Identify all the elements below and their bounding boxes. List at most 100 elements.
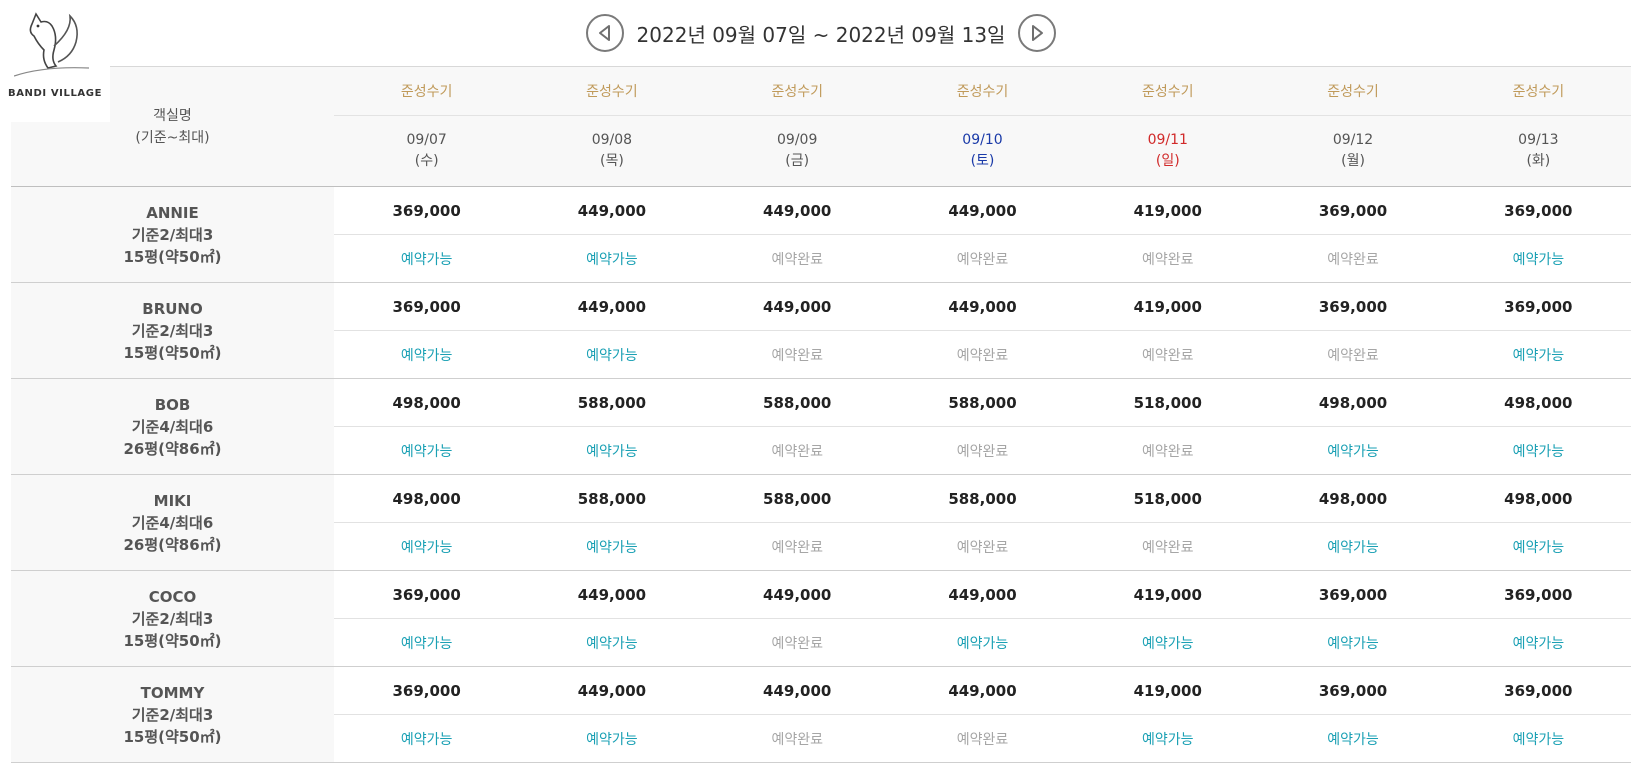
book-available-link[interactable]: 예약가능 (1512, 251, 1565, 268)
room-status-row: 예약가능 예약가능 예약완료 예약가능 예약가능 예약가능 예약가능 (11, 618, 1631, 667)
room-info: MIKI 기준4/최대6 26평(약86㎡) (11, 474, 334, 571)
book-available-link[interactable]: 예약가능 (586, 347, 638, 364)
season-tag: 준성수기 (1075, 66, 1261, 116)
book-available-link[interactable]: 예약가능 (586, 539, 638, 556)
room-price: 449,000 (889, 186, 1076, 235)
book-available-link[interactable]: 예약가능 (1327, 635, 1379, 652)
day-of-week: (월) (1341, 153, 1365, 169)
book-available-link[interactable]: 예약가능 (956, 635, 1009, 652)
status-cell: 예약완료 (889, 330, 1076, 379)
day-date: 09/11 (1147, 132, 1188, 148)
room-name: BRUNO (142, 299, 203, 318)
circle-arrow-left-icon (599, 25, 610, 41)
book-available-link[interactable]: 예약가능 (400, 539, 453, 556)
room-price: 369,000 (1445, 282, 1631, 331)
next-week-button[interactable] (1018, 14, 1056, 52)
room-size: 26평(약86㎡) (123, 535, 222, 554)
status-cell: 예약가능 (519, 330, 705, 379)
book-available-link[interactable]: 예약가능 (1512, 347, 1565, 364)
book-available-link[interactable]: 예약가능 (586, 251, 638, 268)
status-cell: 예약가능 (334, 714, 520, 763)
status-cell: 예약가능 (889, 618, 1076, 667)
book-available-link[interactable]: 예약가능 (400, 635, 453, 652)
room-price: 369,000 (334, 666, 520, 715)
room-price: 369,000 (1260, 570, 1446, 619)
room-price-row: TOMMY 기준2/최대3 15평(약50㎡) 369,000 449,000 449,0… (11, 666, 1631, 763)
date-navigator: 2022년 09월 07일 ~ 2022년 09월 13일 (586, 10, 1056, 56)
room-price: 449,000 (889, 666, 1076, 715)
booked-label: 예약완료 (771, 539, 823, 556)
room-price: 369,000 (1260, 666, 1446, 715)
status-cell: 예약가능 (519, 618, 705, 667)
room-status-row: 예약가능 예약가능 예약완료 예약완료 예약완료 예약완료 예약가능 (11, 234, 1631, 283)
status-cell: 예약가능 (519, 714, 705, 763)
book-available-link[interactable]: 예약가능 (400, 731, 453, 748)
booked-label: 예약완료 (956, 731, 1009, 748)
day-header: 09/08 (목) (519, 115, 705, 187)
day-of-week: (토) (970, 153, 995, 169)
status-cell: 예약가능 (334, 234, 520, 283)
logo-text: BANDI VILLAGE (7, 88, 103, 99)
room-info: ANNIE 기준2/최대3 15평(약50㎡) (11, 186, 334, 283)
status-cell: 예약완료 (704, 426, 890, 475)
room-capacity: 기준2/최대3 (131, 609, 214, 628)
season-tag: 준성수기 (334, 66, 520, 116)
status-cell: 예약완료 (889, 522, 1076, 571)
status-cell: 예약가능 (1445, 234, 1631, 283)
book-available-link[interactable]: 예약가능 (1512, 443, 1565, 460)
day-header: 09/12 (월) (1260, 115, 1446, 187)
status-cell: 예약완료 (889, 234, 1076, 283)
season-tag: 준성수기 (1260, 66, 1446, 116)
room-price: 419,000 (1075, 570, 1261, 619)
room-status-row: 예약가능 예약가능 예약완료 예약완료 예약완료 예약완료 예약가능 (11, 330, 1631, 379)
book-available-link[interactable]: 예약가능 (586, 443, 638, 460)
status-cell: 예약완료 (704, 618, 890, 667)
book-available-link[interactable]: 예약가능 (1512, 731, 1565, 748)
day-of-week: (금) (785, 153, 810, 169)
room-name: TOMMY (140, 683, 205, 702)
book-available-link[interactable]: 예약가능 (400, 443, 453, 460)
room-status-row: 예약가능 예약가능 예약완료 예약완료 예약가능 예약가능 예약가능 (11, 714, 1631, 763)
status-cell: 예약완료 (1260, 330, 1446, 379)
brand-logo[interactable]: BANDI VILLAGE (0, 0, 110, 122)
room-size: 15평(약50㎡) (123, 631, 222, 650)
book-available-link[interactable]: 예약가능 (586, 635, 638, 652)
room-price: 369,000 (1445, 186, 1631, 235)
book-available-link[interactable]: 예약가능 (1327, 443, 1379, 460)
book-available-link[interactable]: 예약가능 (400, 251, 453, 268)
day-of-week: (일) (1155, 153, 1180, 169)
day-header: 09/11 (일) (1075, 115, 1261, 187)
room-price: 498,000 (1260, 474, 1446, 523)
room-name: ANNIE (146, 203, 199, 222)
book-available-link[interactable]: 예약가능 (1327, 731, 1379, 748)
date-range-label: 2022년 09월 07일 ~ 2022년 09월 13일 (636, 22, 1006, 47)
book-available-link[interactable]: 예약가능 (586, 731, 638, 748)
book-available-link[interactable]: 예약가능 (1327, 539, 1379, 556)
day-date: 09/13 (1518, 132, 1559, 148)
book-available-link[interactable]: 예약가능 (1142, 635, 1194, 652)
room-price-row: COCO 기준2/최대3 15평(약50㎡) 369,000 449,000 449,00… (11, 570, 1631, 667)
status-cell: 예약가능 (519, 426, 705, 475)
season-tag: 준성수기 (704, 66, 890, 116)
status-cell: 예약가능 (1075, 714, 1261, 763)
room-price: 498,000 (1445, 378, 1631, 427)
room-price: 369,000 (334, 186, 520, 235)
room-info: COCO 기준2/최대3 15평(약50㎡) (11, 570, 334, 667)
room-price: 518,000 (1075, 474, 1261, 523)
book-available-link[interactable]: 예약가능 (1512, 635, 1565, 652)
book-available-link[interactable]: 예약가능 (1142, 731, 1194, 748)
booked-label: 예약완료 (1142, 539, 1194, 556)
room-price: 449,000 (704, 666, 890, 715)
room-price: 588,000 (704, 474, 890, 523)
status-cell: 예약완료 (1075, 426, 1261, 475)
room-price: 449,000 (519, 282, 705, 331)
book-available-link[interactable]: 예약가능 (1512, 539, 1565, 556)
prev-week-button[interactable] (586, 14, 624, 52)
day-header: 09/13 (화) (1445, 115, 1631, 187)
day-date: 09/10 (962, 132, 1003, 148)
status-cell: 예약가능 (1445, 426, 1631, 475)
booked-label: 예약완료 (1142, 443, 1194, 460)
booked-label: 예약완료 (771, 443, 823, 460)
book-available-link[interactable]: 예약가능 (400, 347, 453, 364)
room-price: 449,000 (519, 666, 705, 715)
